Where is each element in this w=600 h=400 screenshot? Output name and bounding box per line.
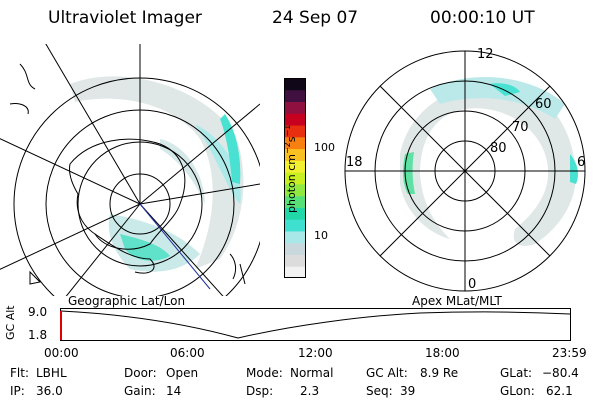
colorbar-cell <box>284 113 306 126</box>
altitude-xtick-1800: 18:00 <box>425 346 460 360</box>
colorbar-cell <box>284 230 306 244</box>
mlt-label-12: 12 <box>477 47 494 62</box>
mode-value: Normal <box>290 366 334 380</box>
colorbar-cell <box>284 242 306 255</box>
mlt-label-6: 6 <box>577 155 586 170</box>
dsp-value: 2.3 <box>300 384 320 398</box>
colorbar-cell <box>284 148 306 161</box>
colorbar-cell <box>284 101 306 114</box>
ip-value: 36.0 <box>36 384 63 398</box>
altitude-xtick-0000: 00:00 <box>44 346 79 360</box>
mlt-label-18: 18 <box>346 155 363 170</box>
colorbar-cell <box>284 266 306 278</box>
geographic-label: Geographic Lat/Lon <box>68 294 186 308</box>
geographic-map <box>0 44 260 296</box>
ip-key: IP: <box>10 384 25 398</box>
colorbar-cell <box>284 172 306 185</box>
altitude-ytick-9: 9.0 <box>28 305 48 319</box>
colorbar-unit: photon cm−2s−1 <box>281 104 299 234</box>
colorbar-cell <box>284 89 306 103</box>
colorbar-cell <box>284 207 306 220</box>
mlat-label-80: 80 <box>490 141 507 156</box>
altitude-plot <box>60 308 571 341</box>
gain-value: 14 <box>166 384 182 398</box>
altitude-xtick-0600: 06:00 <box>170 346 205 360</box>
aurora-emission-left <box>70 76 244 272</box>
mlt-label-0: 0 <box>468 277 477 292</box>
unit-prefix: photon cm <box>284 154 298 213</box>
altitude-ytick-1-8: 1.8 <box>28 328 48 342</box>
apex-label: Apex MLat/MLT <box>412 294 502 308</box>
colorbar-cell <box>284 136 306 150</box>
glon-key: GLon: <box>500 384 535 398</box>
time-label: 00:00:10 UT <box>430 8 535 28</box>
glon-value: 62.1 <box>546 384 573 398</box>
colorbar-cell <box>284 254 306 267</box>
glat-key: GLat: <box>500 366 533 380</box>
colorbar-cell <box>284 219 306 232</box>
colorbar-tick-10: 10 <box>314 229 328 242</box>
filter-key: Flt: <box>10 366 29 380</box>
colorbar-cell <box>284 160 306 173</box>
colorbar-cell <box>284 195 306 208</box>
door-key: Door: <box>124 366 157 380</box>
mlat-label-70: 70 <box>512 120 529 135</box>
unit-exp1: −2 <box>283 142 293 155</box>
dsp-key: Dsp: <box>246 384 274 398</box>
colorbar-cell <box>284 183 306 197</box>
gc-alt-key: GC Alt: <box>366 366 408 380</box>
unit-exp2: −1 <box>283 124 293 137</box>
colorbar <box>284 78 306 278</box>
unit-mid: s <box>284 136 298 143</box>
gain-key: Gain: <box>124 384 156 398</box>
altitude-ylabel: GC Alt <box>4 305 17 340</box>
mlat-label-60: 60 <box>535 97 552 112</box>
instrument-title: Ultraviolet Imager <box>48 8 202 28</box>
gc-alt-value: 8.9 Re <box>420 366 459 380</box>
altitude-xtick-2359: 23:59 <box>552 346 587 360</box>
seq-value: 39 <box>400 384 416 398</box>
altitude-xtick-1200: 12:00 <box>298 346 333 360</box>
colorbar-cell <box>284 125 306 138</box>
date-label: 24 Sep 07 <box>272 8 359 28</box>
magnetic-map <box>344 50 586 292</box>
glat-value: −80.4 <box>542 366 579 380</box>
mode-key: Mode: <box>246 366 283 380</box>
colorbar-tick-100: 100 <box>314 141 335 154</box>
filter-value: LBHL <box>36 366 67 380</box>
seq-key: Seq: <box>366 384 393 398</box>
door-value: Open <box>166 366 199 380</box>
colorbar-cell <box>284 78 306 91</box>
